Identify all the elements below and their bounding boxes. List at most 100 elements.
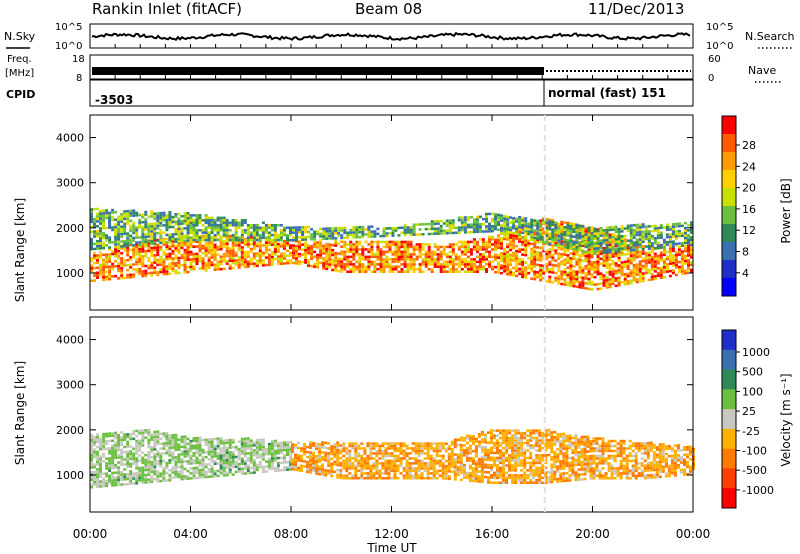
- range-cell: [596, 228, 600, 231]
- range-cell: [638, 265, 642, 268]
- range-cell: [370, 255, 374, 259]
- range-cell: [475, 220, 479, 224]
- range-cell: [204, 254, 208, 257]
- range-cell: [333, 460, 337, 464]
- range-cell: [141, 444, 145, 447]
- range-cell: [319, 249, 323, 252]
- range-cell: [533, 239, 537, 242]
- range-cell: [376, 227, 380, 231]
- range-cell: [617, 276, 621, 280]
- range-cell: [684, 254, 687, 258]
- range-cell: [659, 226, 663, 229]
- range-cell: [129, 263, 133, 267]
- range-cell: [626, 279, 630, 283]
- range-cell: [141, 250, 145, 253]
- range-cell: [222, 466, 226, 470]
- range-cell: [503, 257, 507, 261]
- range-cell: [466, 226, 470, 229]
- range-cell: [297, 459, 300, 462]
- range-cell: [533, 245, 537, 249]
- range-cell: [273, 452, 277, 455]
- range-cell: [596, 239, 600, 243]
- range-cell: [255, 468, 259, 472]
- range-cell: [497, 223, 500, 227]
- range-cell: [96, 480, 99, 483]
- range-cell: [111, 481, 115, 485]
- range-cell: [653, 224, 657, 228]
- range-cell: [141, 451, 145, 455]
- range-cell: [375, 444, 379, 448]
- range-cell: [93, 451, 96, 454]
- range-cell: [533, 258, 537, 261]
- range-cell: [294, 463, 297, 467]
- range-cell: [153, 443, 157, 446]
- range-cell: [342, 449, 346, 453]
- range-cell: [641, 233, 645, 236]
- range-cell: [340, 250, 344, 253]
- range-cell: [599, 252, 603, 255]
- range-cell: [632, 231, 636, 234]
- range-cell: [545, 250, 549, 253]
- range-cell: [258, 261, 262, 265]
- range-cell: [171, 451, 175, 454]
- range-cell: [186, 234, 190, 237]
- range-cell: [485, 248, 488, 251]
- range-cell: [183, 437, 187, 441]
- range-cell: [602, 274, 606, 277]
- range-cell: [334, 256, 338, 260]
- range-cell: [364, 228, 368, 231]
- range-cell: [366, 457, 370, 460]
- range-cell: [596, 247, 600, 250]
- range-cell: [405, 474, 409, 477]
- range-cell: [222, 444, 226, 447]
- range-cell: [361, 225, 365, 229]
- range-cell: [584, 252, 588, 255]
- range-cell: [90, 247, 93, 251]
- range-cell: [283, 244, 286, 248]
- range-cell: [276, 464, 280, 467]
- range-cell: [156, 435, 160, 438]
- range-cell: [90, 466, 93, 469]
- range-cell: [219, 437, 223, 440]
- range-cell: [249, 439, 253, 442]
- range-cell: [328, 258, 332, 261]
- range-cell: [207, 475, 211, 478]
- range-cell: [291, 458, 294, 461]
- range-cell: [312, 464, 316, 467]
- range-cell: [396, 454, 400, 458]
- range-cell: [159, 234, 163, 237]
- range-cell: [189, 245, 193, 249]
- range-cell: [318, 445, 322, 449]
- range-cell: [393, 467, 397, 470]
- range-cell: [596, 244, 600, 248]
- range-cell: [126, 482, 130, 486]
- range-cell: [521, 243, 525, 246]
- range-cell: [581, 259, 585, 262]
- range-cell: [171, 456, 175, 459]
- range-cell: [279, 449, 283, 452]
- range-cell: [494, 258, 497, 261]
- range-cell: [647, 261, 651, 264]
- range-cell: [141, 213, 145, 216]
- range-cell: [454, 258, 458, 261]
- range-cell: [466, 250, 470, 254]
- range-cell: [304, 235, 308, 239]
- range-cell: [246, 439, 250, 443]
- range-cell: [572, 250, 576, 253]
- range-cell: [575, 246, 579, 249]
- range-cell: [313, 235, 317, 238]
- range-cell: [684, 234, 687, 237]
- range-cell: [102, 472, 106, 475]
- range-cell: [141, 469, 145, 472]
- range-cell: [183, 266, 187, 269]
- range-cell: [551, 266, 555, 269]
- range-cell: [551, 230, 555, 234]
- range-cell: [141, 260, 145, 263]
- range-cell: [457, 226, 461, 229]
- range-cell: [620, 271, 624, 274]
- range-cell: [192, 221, 196, 224]
- range-cell: [105, 214, 109, 217]
- range-cell: [186, 229, 190, 232]
- range-cell: [379, 268, 383, 271]
- range-cell: [210, 216, 214, 220]
